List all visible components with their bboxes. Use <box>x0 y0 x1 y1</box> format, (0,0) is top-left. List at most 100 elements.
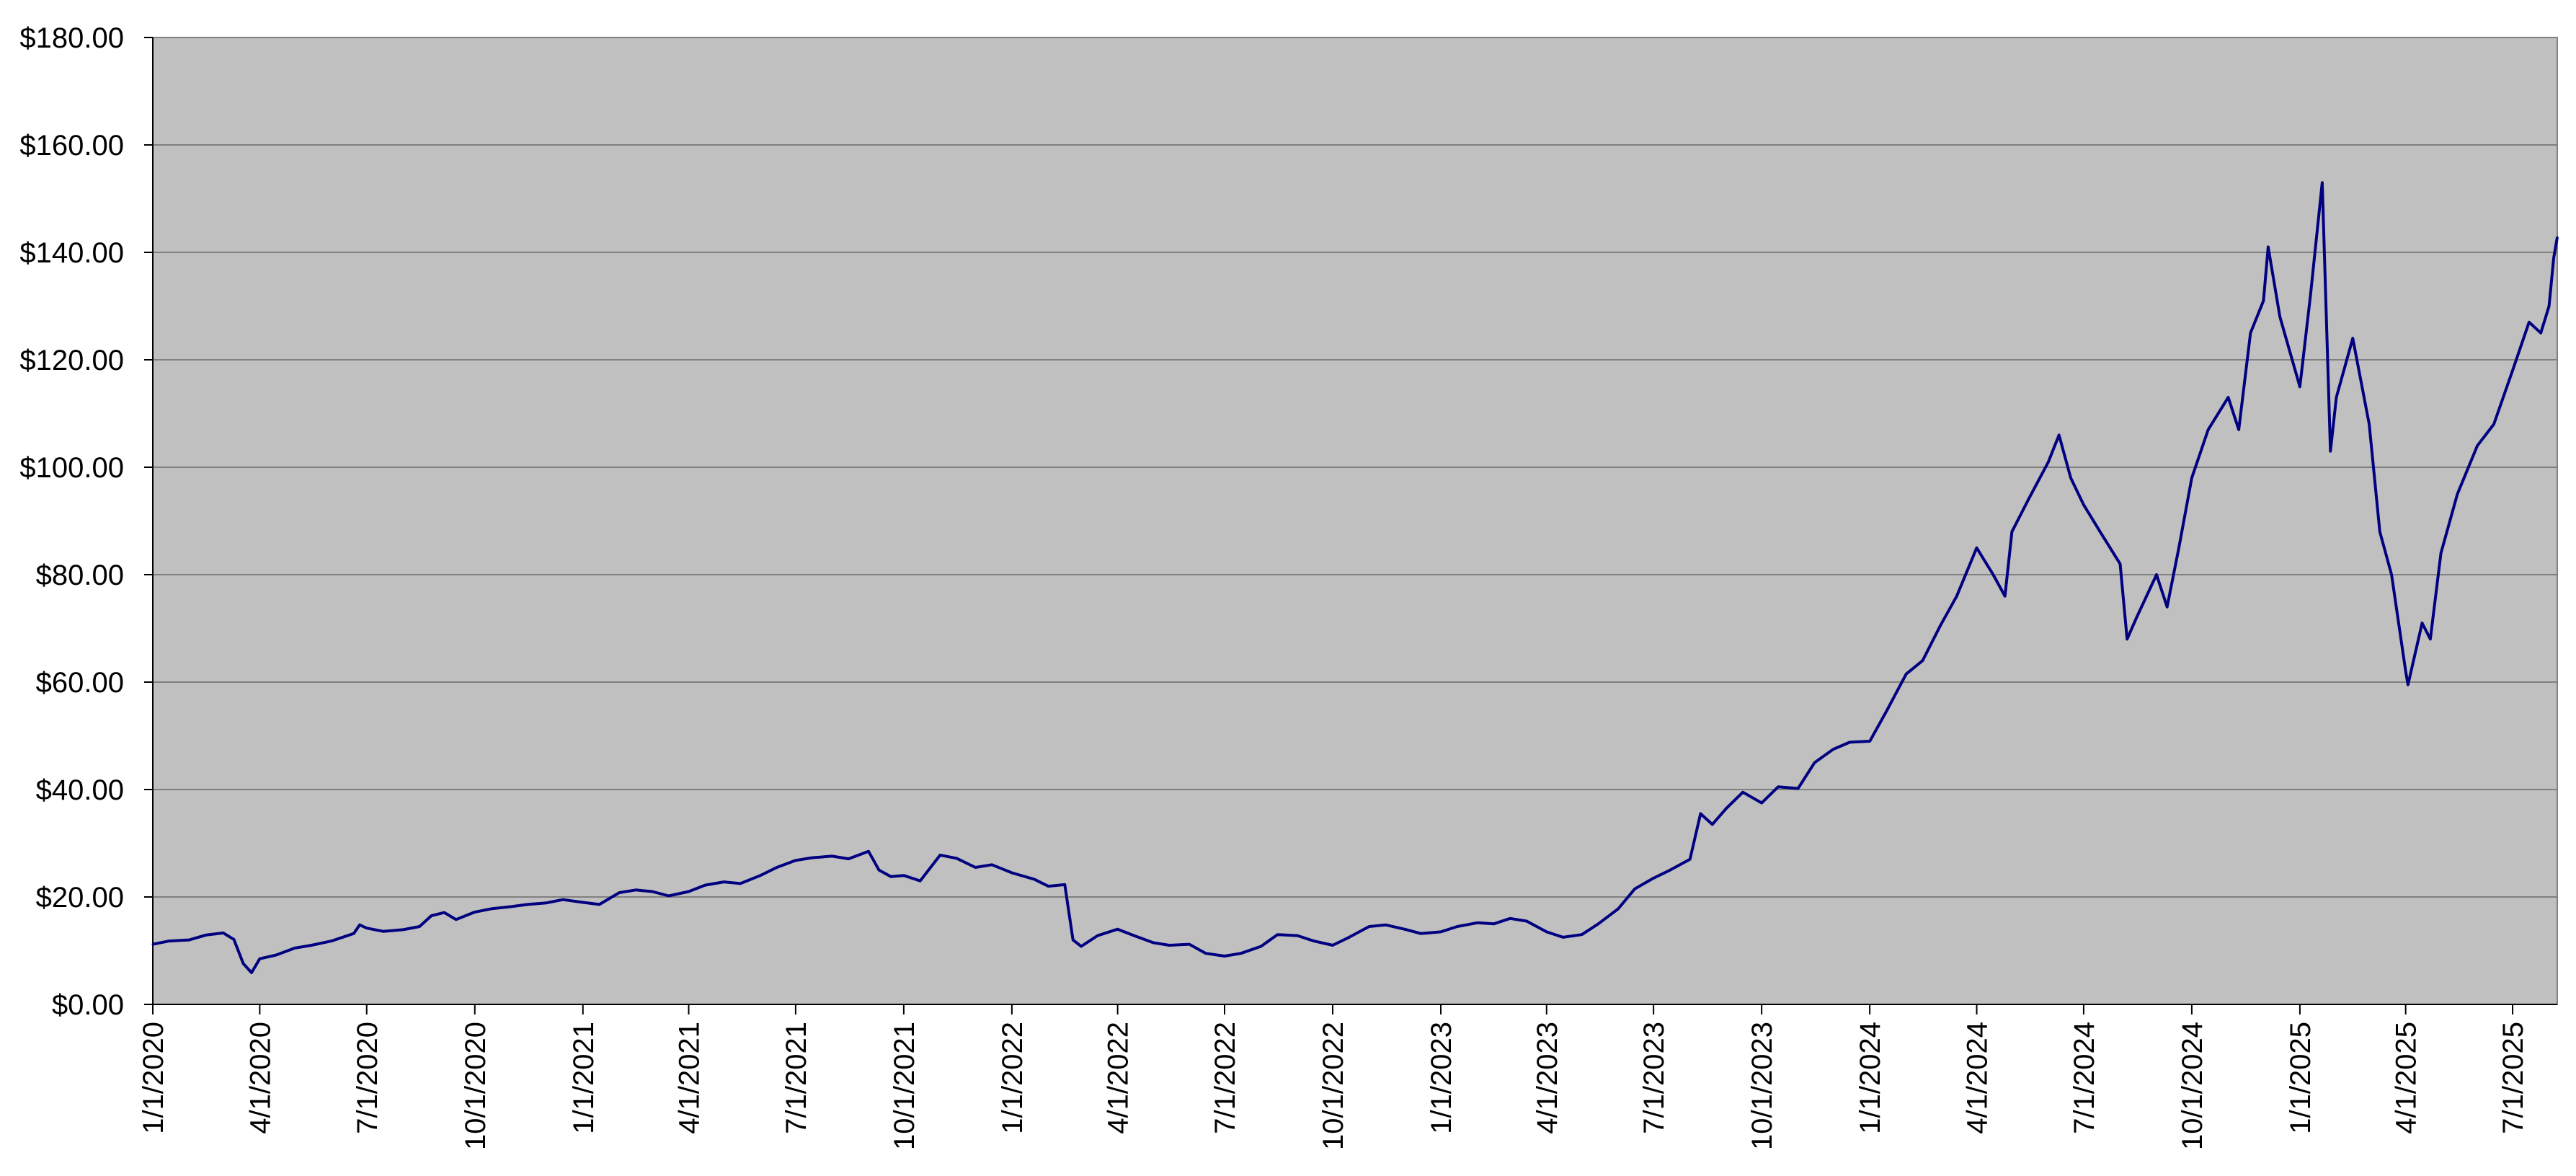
data-point <box>919 880 922 883</box>
data-point <box>2099 530 2102 533</box>
data-point <box>1868 740 1871 743</box>
data-point <box>204 934 207 937</box>
data-point <box>1955 595 1958 598</box>
data-point <box>878 869 881 872</box>
data-point <box>1581 933 1584 936</box>
x-axis: 1/1/2020 4/1/2020 7/1/2020 10/1/2020 1/1/202… <box>138 1004 2557 1150</box>
data-point <box>1905 673 1908 676</box>
series-line <box>152 181 2559 974</box>
data-point <box>2379 530 2381 533</box>
data-point <box>1492 922 1495 925</box>
data-point <box>2166 606 2169 609</box>
data-point <box>1813 761 1816 764</box>
data-point <box>1168 944 1171 947</box>
data-point <box>1777 785 1780 788</box>
data-point <box>938 854 941 857</box>
data-point <box>1011 872 1013 874</box>
data-point <box>703 884 706 887</box>
data-point <box>1080 945 1083 947</box>
data-point <box>233 938 235 941</box>
data-point <box>2390 573 2393 576</box>
data-point <box>2267 246 2270 248</box>
y-tick-label: $0.00 <box>52 989 124 1021</box>
x-tick-label: 1/1/2020 <box>138 1022 169 1134</box>
data-point <box>2047 461 2050 463</box>
data-point <box>667 895 670 897</box>
data-point <box>1885 710 1888 713</box>
data-point <box>1223 955 1226 958</box>
data-point <box>1669 869 1671 872</box>
data-point <box>2155 573 2158 576</box>
x-tick-label: 7/1/2021 <box>781 1022 812 1134</box>
y-axis: $0.00 $20.00 $40.00 $60.00 $80.00 $100.00 $120… <box>19 22 154 1021</box>
x-tick-label: 4/1/2024 <box>1962 1022 1994 1134</box>
data-point <box>2027 498 2030 501</box>
data-point <box>1403 928 1405 931</box>
data-point <box>330 940 333 942</box>
data-point <box>382 930 385 933</box>
data-point <box>2321 181 2324 184</box>
data-point <box>1072 939 1075 942</box>
y-tick-label: $180.00 <box>19 22 124 54</box>
data-point <box>990 863 993 866</box>
data-point <box>2492 423 2495 425</box>
data-point <box>1152 941 1155 944</box>
data-point <box>2249 332 2252 335</box>
data-point <box>1419 932 1422 935</box>
data-point <box>722 880 725 883</box>
data-point <box>1939 624 1942 627</box>
data-point <box>688 890 690 893</box>
data-point <box>867 850 870 853</box>
data-point <box>1545 930 1548 933</box>
y-tick-label: $20.00 <box>36 882 124 914</box>
data-point <box>955 857 958 859</box>
data-point <box>474 911 476 914</box>
x-tick-label: 4/1/2021 <box>674 1022 706 1134</box>
data-point <box>1348 936 1351 939</box>
data-point <box>2368 423 2371 425</box>
data-point <box>2528 321 2531 324</box>
x-tick-label: 1/1/2022 <box>997 1022 1029 1134</box>
data-point <box>1096 934 1099 937</box>
data-point <box>1832 748 1835 751</box>
data-point <box>889 875 892 878</box>
plot-area <box>152 37 2558 1005</box>
data-point <box>250 971 253 974</box>
data-point <box>545 901 548 904</box>
data-point <box>1296 934 1299 937</box>
x-tick-label: 1/1/2024 <box>1855 1022 1886 1134</box>
data-point <box>1617 907 1620 910</box>
data-point <box>1991 573 1994 576</box>
data-point <box>582 901 585 903</box>
data-point <box>443 911 445 914</box>
data-point <box>1276 933 1279 936</box>
data-point <box>1711 823 1714 826</box>
data-point <box>455 918 458 921</box>
data-point <box>1652 877 1655 880</box>
x-tick-label: 4/1/2023 <box>1532 1022 1563 1134</box>
data-point <box>222 932 225 934</box>
data-point <box>526 903 529 906</box>
data-point <box>739 882 742 885</box>
data-point <box>1848 740 1851 743</box>
data-point <box>2207 428 2210 431</box>
x-tick-label: 7/1/2023 <box>1638 1022 1670 1134</box>
data-point <box>830 854 833 857</box>
data-point <box>2539 332 2542 335</box>
data-point <box>1525 920 1528 922</box>
data-point <box>2552 257 2555 259</box>
data-point <box>1384 924 1387 927</box>
data-point <box>1063 883 1066 886</box>
data-point <box>2476 444 2479 447</box>
data-point <box>2556 236 2559 239</box>
data-point <box>1922 659 1924 662</box>
x-tick-label: 1/1/2023 <box>1426 1022 1457 1134</box>
data-point <box>293 947 296 950</box>
data-point <box>2119 562 2121 565</box>
x-tick-label: 10/1/2022 <box>1318 1022 1349 1150</box>
data-point <box>561 898 564 901</box>
data-point <box>1976 547 1978 549</box>
x-tick-label: 1/1/2021 <box>568 1022 600 1134</box>
data-point <box>651 890 654 893</box>
data-point <box>1597 922 1599 925</box>
